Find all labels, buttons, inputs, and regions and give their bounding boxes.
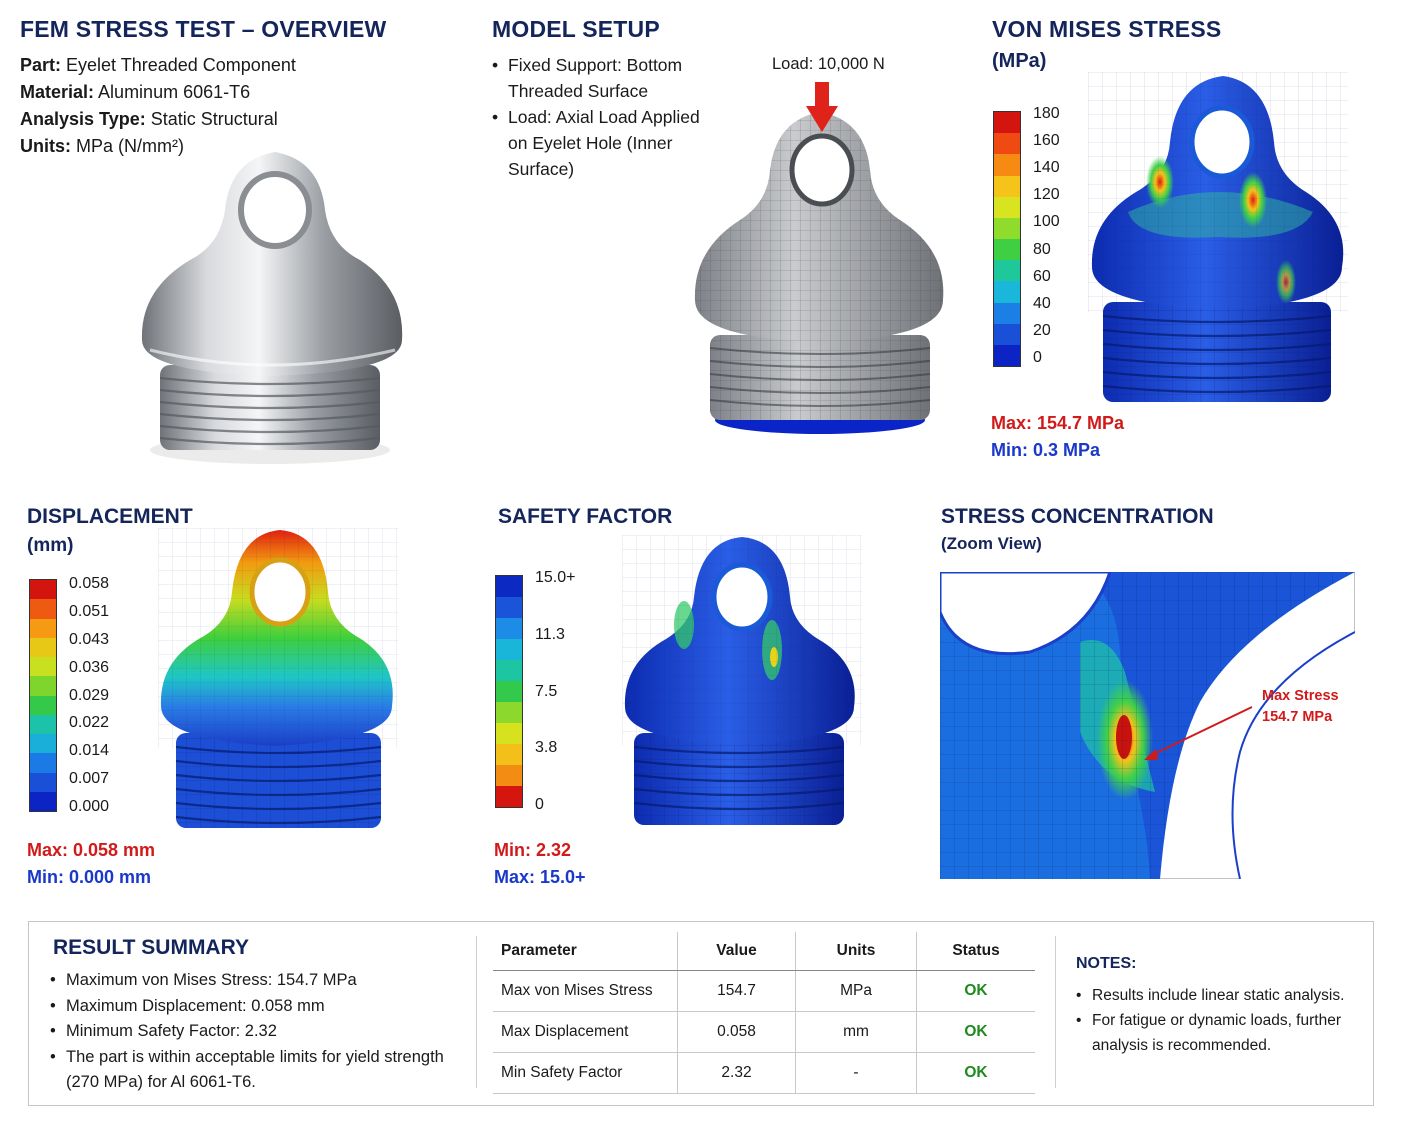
von-mises-tick: 160 <box>1033 132 1060 150</box>
displacement-scale: 0.058 0.051 0.043 0.036 0.029 0.022 0.01… <box>29 575 110 815</box>
divider <box>476 936 477 1088</box>
col-header: Units <box>795 932 917 971</box>
displacement-min: Min: 0.000 mm <box>27 867 152 887</box>
summary-bullet: Maximum Displacement: 0.058 mm <box>50 994 450 1020</box>
table-row: Max von Mises Stress 154.7 MPa OK <box>493 970 1035 1012</box>
status-cell: OK <box>916 970 1035 1012</box>
results-table: Parameter Value Units Status Max von Mis… <box>493 932 1035 1094</box>
von-mises-tick: 140 <box>1033 159 1060 177</box>
safety-factor-max: Max: 15.0+ <box>494 867 586 887</box>
safety-factor-tick: 11.3 <box>535 625 565 643</box>
von-mises-tick: 80 <box>1033 240 1051 258</box>
status-cell: OK <box>916 1011 1035 1053</box>
summary-bullet: Maximum von Mises Stress: 154.7 MPa <box>50 968 450 994</box>
displacement-tick: 0.007 <box>69 770 110 788</box>
safety-factor-colorbar <box>495 575 523 808</box>
safety-factor-tick: 7.5 <box>535 682 558 700</box>
summary-bullet: Minimum Safety Factor: 2.32 <box>50 1019 450 1045</box>
cell: 0.058 <box>677 1011 796 1053</box>
safety-factor-scale: 15.0+ 11.3 7.5 3.8 0 <box>495 569 575 813</box>
overview-title: FEM STRESS TEST – OVERVIEW <box>20 16 387 42</box>
concentration-title: STRESS CONCENTRATION <box>941 505 1214 528</box>
von-mises-max: Max: 154.7 MPa <box>991 413 1125 433</box>
von-mises-tick: 180 <box>1033 105 1060 122</box>
divider <box>1055 936 1056 1088</box>
model-setup-bullets: Fixed Support: Bottom Threaded Surface L… <box>492 52 702 182</box>
displacement-title: DISPLACEMENT <box>27 505 193 528</box>
col-header: Value <box>677 932 796 971</box>
safety-factor-title: SAFETY FACTOR <box>498 505 673 528</box>
table-row: Min Safety Factor 2.32 - OK <box>493 1052 1035 1094</box>
result-summary-panel <box>28 921 1374 1106</box>
cell: mm <box>795 1011 917 1053</box>
analysis-type-row: Analysis Type: Static Structural <box>20 109 278 129</box>
part-render-mesh <box>694 82 944 434</box>
displacement-tick: 0.000 <box>69 798 110 815</box>
material-row: Material: Aluminum 6061-T6 <box>20 82 251 102</box>
load-arrow-icon <box>806 82 838 132</box>
von-mises-tick: 40 <box>1033 294 1051 312</box>
cell: Max von Mises Stress <box>493 970 678 1012</box>
part-render-metal <box>141 152 403 464</box>
max-stress-callout: Max Stress 154.7 MPa <box>1262 686 1339 728</box>
displacement-tick: 0.051 <box>69 602 110 620</box>
von-mises-unit: (MPa) <box>992 50 1047 72</box>
von-mises-tick: 100 <box>1033 213 1060 231</box>
concentration-subtitle: (Zoom View) <box>941 534 1042 553</box>
safety-factor-tick: 3.8 <box>535 739 558 757</box>
status-cell: OK <box>916 1052 1035 1094</box>
displacement-unit: (mm) <box>27 535 74 556</box>
cell: MPa <box>795 970 917 1012</box>
displacement-tick: 0.014 <box>69 742 110 760</box>
von-mises-min: Min: 0.3 MPa <box>991 440 1101 460</box>
note-item: Results include linear static analysis. <box>1076 983 1356 1008</box>
displacement-tick: 0.029 <box>69 686 110 704</box>
part-row: Part: Eyelet Threaded Component <box>20 55 296 75</box>
part-render-safety-factor <box>622 535 862 825</box>
safety-factor-tick: 0 <box>535 796 544 813</box>
cell: Min Safety Factor <box>493 1052 678 1094</box>
col-header: Status <box>916 932 1035 971</box>
note-item: For fatigue or dynamic loads, further an… <box>1076 1008 1356 1058</box>
notes-list: Results include linear static analysis. … <box>1076 983 1356 1058</box>
safety-factor-min: Min: 2.32 <box>494 840 572 860</box>
part-render-displacement <box>158 528 398 828</box>
model-setup-title: MODEL SETUP <box>492 16 660 42</box>
displacement-tick: 0.043 <box>69 630 110 648</box>
displacement-tick: 0.022 <box>69 714 110 732</box>
von-mises-scale: 180 160 140 120 100 80 60 40 20 0 <box>993 105 1060 367</box>
cell: - <box>795 1052 917 1094</box>
summary-bullet: The part is within acceptable limits for… <box>50 1045 450 1096</box>
notes-title: NOTES: <box>1076 955 1137 972</box>
displacement-colorbar <box>29 579 57 812</box>
units-row: Units: MPa (N/mm²) <box>20 136 184 156</box>
displacement-tick: 0.058 <box>69 575 110 592</box>
part-render-von-mises <box>1088 72 1348 402</box>
displacement-max: Max: 0.058 mm <box>27 840 156 860</box>
setup-bullet: Load: Axial Load Applied on Eyelet Hole … <box>492 104 702 182</box>
von-mises-title: VON MISES STRESS <box>992 16 1222 42</box>
cell: Max Displacement <box>493 1011 678 1053</box>
summary-bullets: Maximum von Mises Stress: 154.7 MPa Maxi… <box>50 968 450 1096</box>
cell: 154.7 <box>677 970 796 1012</box>
callout-value: 154.7 MPa <box>1262 709 1333 725</box>
von-mises-tick: 0 <box>1033 348 1042 366</box>
safety-factor-tick: 15.0+ <box>535 569 576 586</box>
concentration-zoom-view <box>940 572 1355 879</box>
von-mises-tick: 20 <box>1033 321 1051 339</box>
displacement-tick: 0.036 <box>69 658 110 676</box>
col-header: Parameter <box>493 932 678 971</box>
von-mises-tick: 120 <box>1033 186 1060 204</box>
summary-title: RESULT SUMMARY <box>53 936 249 959</box>
table-row: Max Displacement 0.058 mm OK <box>493 1011 1035 1053</box>
callout-label: Max Stress <box>1262 688 1339 704</box>
cell: 2.32 <box>677 1052 796 1094</box>
von-mises-colorbar <box>993 111 1021 367</box>
setup-bullet: Fixed Support: Bottom Threaded Surface <box>492 52 702 104</box>
load-label: Load: 10,000 N <box>772 55 885 73</box>
von-mises-tick: 60 <box>1033 267 1051 285</box>
overview-info: Part: Eyelet Threaded Component Material… <box>20 52 296 160</box>
